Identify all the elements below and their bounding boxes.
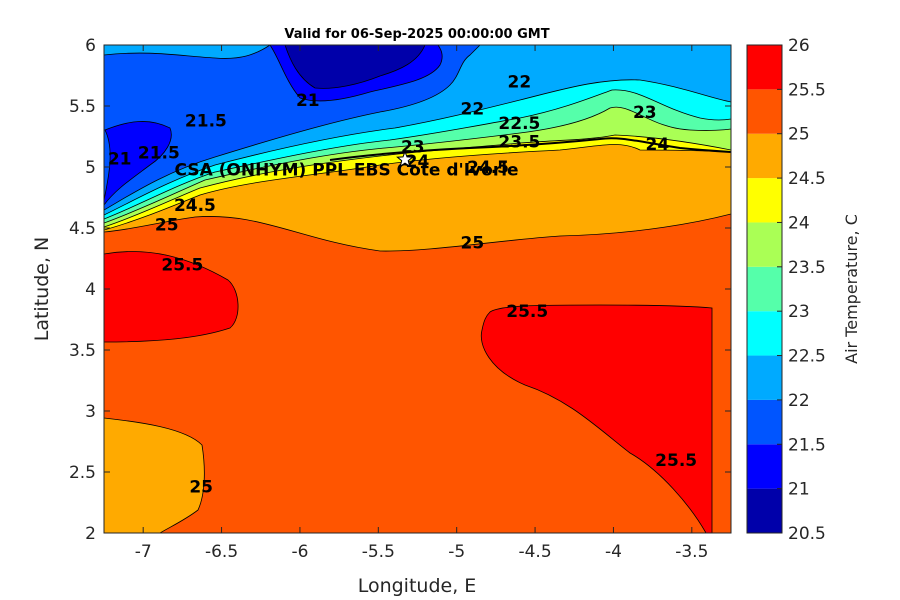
- contour-label: 22: [461, 99, 485, 119]
- contour-label: 25.5: [506, 302, 548, 322]
- y-tick-label: 4.5: [69, 219, 96, 239]
- x-tick-label: -3.5: [675, 542, 708, 562]
- colorbar-tick-label: 21.5: [788, 435, 826, 455]
- contour-label: 23.5: [498, 132, 540, 152]
- x-axis-label: Longitude, E: [358, 575, 477, 597]
- annotations: CSA (ONHYM) PPL EBS Cote d'Ivorie: [175, 161, 519, 181]
- contour-label: 25: [461, 234, 485, 254]
- colorbar-tick-label: 25: [788, 125, 810, 145]
- x-tick-label: -4: [605, 542, 622, 562]
- y-axis-ticks: 22.533.544.555.56: [69, 36, 731, 544]
- colorbar-tick-label: 26: [788, 36, 810, 56]
- colorbar-tick-label: 23: [788, 302, 810, 322]
- contour-label: 25.5: [161, 256, 203, 276]
- x-tick-label: -5: [448, 542, 465, 562]
- colorbar-label: Air Temperature, C: [842, 214, 861, 364]
- colorbar-swatch: [747, 133, 782, 179]
- contour-label: 21.5: [185, 112, 227, 132]
- band-24.5-southwest: [104, 417, 205, 533]
- contour-label: 23: [633, 103, 657, 123]
- colorbar-swatch: [747, 266, 782, 312]
- site-annotation: CSA (ONHYM) PPL EBS Cote d'Ivorie: [175, 161, 519, 181]
- contour-label: 22.5: [498, 114, 540, 134]
- colorbar-swatch: [747, 399, 782, 445]
- colorbar-swatch: [747, 178, 782, 223]
- x-tick-label: -7: [135, 542, 152, 562]
- site-marker: [396, 150, 414, 168]
- colorbar-swatch: [747, 444, 782, 489]
- colorbar-tick-label: 24: [788, 213, 810, 233]
- x-axis-ticks: -7 -6.5 -6 -5.5 -5 -4.5 -4 -3.5: [135, 45, 708, 562]
- y-tick-label: 4: [85, 280, 96, 300]
- band-22-island-north: [104, 45, 271, 59]
- colorbar-swatch: [747, 355, 782, 400]
- contour-label: 24: [645, 135, 669, 155]
- colorbar: [746, 44, 783, 534]
- contour-label: 25: [155, 215, 179, 235]
- colorbar-swatch: [747, 222, 782, 267]
- x-tick-label: -5.5: [362, 542, 395, 562]
- colorbar-tick-label: 22.5: [788, 347, 826, 367]
- y-tick-label: 6: [85, 36, 96, 56]
- contour-label: 25.5: [655, 451, 697, 471]
- y-tick-label: 5: [85, 158, 96, 178]
- colorbar-tick-label: 22: [788, 391, 810, 411]
- contour-field: [104, 45, 731, 533]
- colorbar-tick-label: 21: [788, 480, 810, 500]
- contour-label: 24.5: [174, 196, 216, 216]
- y-axis-label: Latitude, N: [31, 237, 53, 342]
- band-25.5-west: [104, 251, 239, 343]
- contour-label: 21: [296, 91, 320, 111]
- band-20.5-21-north: [284, 45, 426, 89]
- y-tick-label: 3: [85, 402, 96, 422]
- colorbar-frame: [746, 44, 783, 534]
- contour-label: 22: [508, 73, 532, 93]
- y-tick-label: 2: [85, 524, 96, 544]
- colorbar-ticks: 20.5 21 21.5 22 22.5 23 23.5 24 24.5 25 25.5 26: [777, 36, 826, 544]
- contour-label: 21.5: [138, 143, 180, 163]
- contour-label: 24.5: [467, 158, 509, 178]
- x-tick-label: -6.5: [205, 542, 238, 562]
- x-tick-label: -4.5: [518, 542, 551, 562]
- colorbar-swatch: [747, 311, 782, 356]
- contour-label: 21: [108, 149, 132, 169]
- colorbar-swatch: [747, 45, 782, 90]
- colorbar-tick-label: 25.5: [788, 80, 826, 100]
- band-25.5-east: [480, 304, 713, 533]
- band-21-21.5-west: [104, 121, 172, 206]
- contour-label: 23: [401, 137, 425, 157]
- y-tick-label: 5.5: [69, 97, 96, 117]
- chart-title: Valid for 06-Sep-2025 00:00:00 GMT: [284, 27, 549, 42]
- colorbar-tick-label: 20.5: [788, 524, 826, 544]
- colorbar-tick-label: 24.5: [788, 169, 826, 189]
- x-tick-label: -6: [291, 542, 308, 562]
- star-marker: [396, 150, 414, 168]
- contour-label: 25: [189, 478, 213, 498]
- y-tick-label: 3.5: [69, 341, 96, 361]
- colorbar-swatch: [747, 89, 782, 134]
- y-tick-label: 2.5: [69, 463, 96, 483]
- coastline: [329, 137, 731, 161]
- colorbar-swatch: [747, 488, 782, 533]
- colorbar-tick-label: 23.5: [788, 258, 826, 278]
